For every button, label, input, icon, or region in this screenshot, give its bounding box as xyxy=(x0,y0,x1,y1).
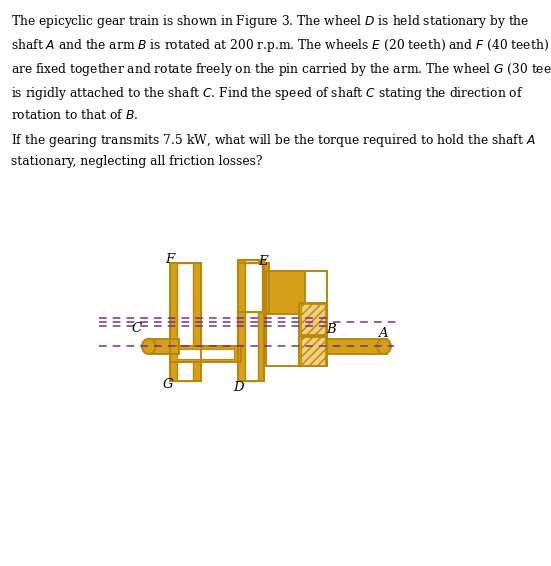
Bar xyxy=(149,338,179,354)
Text: D: D xyxy=(233,381,244,395)
Text: The epicyclic gear train is shown in Figure 3. The wheel $D$ is held stationary : The epicyclic gear train is shown in Fig… xyxy=(11,13,551,122)
Text: E: E xyxy=(258,255,268,268)
Text: G: G xyxy=(163,378,174,391)
Bar xyxy=(245,263,262,312)
Bar xyxy=(170,263,201,380)
Text: If the gearing transmits 7.5 kW, what will be the torque required to hold the sh: If the gearing transmits 7.5 kW, what wi… xyxy=(11,132,536,168)
Bar xyxy=(301,337,325,365)
Bar xyxy=(299,303,327,336)
Bar xyxy=(177,263,193,380)
Text: A: A xyxy=(378,328,388,341)
Text: C: C xyxy=(132,322,142,335)
Ellipse shape xyxy=(377,338,391,354)
Bar xyxy=(238,263,269,312)
Bar xyxy=(299,336,327,366)
Ellipse shape xyxy=(142,338,155,354)
Bar xyxy=(245,260,258,380)
Bar xyxy=(305,338,387,354)
Bar xyxy=(170,263,201,380)
Bar xyxy=(170,346,241,362)
Bar xyxy=(238,263,269,312)
Bar xyxy=(238,260,264,380)
Bar xyxy=(301,304,325,335)
Bar xyxy=(170,346,241,362)
Bar xyxy=(238,260,264,380)
Text: F: F xyxy=(165,252,174,265)
Text: B: B xyxy=(326,323,336,336)
Bar xyxy=(266,271,327,366)
Bar xyxy=(266,271,305,314)
Bar xyxy=(177,349,234,359)
